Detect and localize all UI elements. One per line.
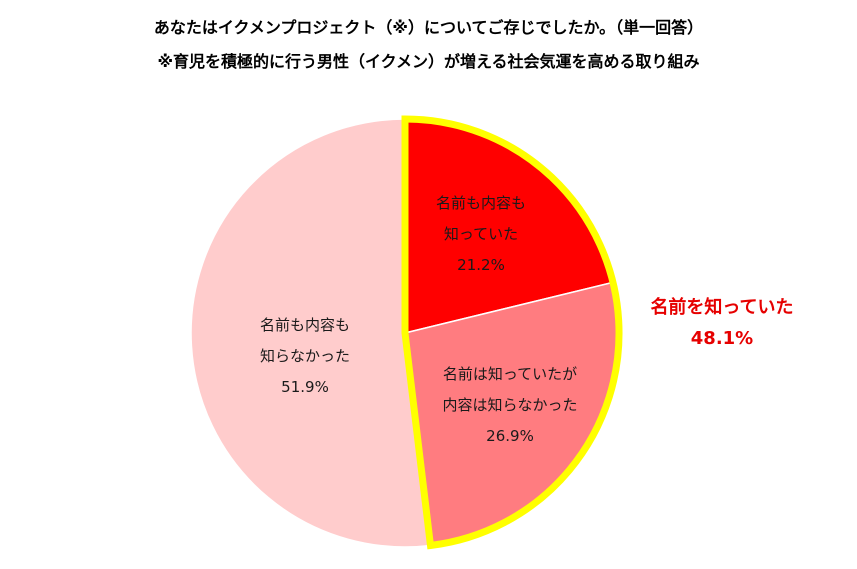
slice-label-1: 名前も内容も知っていた 21.2% [436,194,526,274]
slice-label-3: 名前も内容も知らなかった 51.9% [260,316,350,396]
slice-labels: 名前も内容も知っていた 21.2%名前は知っていたが内容は知らなかった 26.9%名… [260,194,578,445]
chart-title: あなたはイクメンプロジェクト（※）についてご存じでしたか。（単一回答） [153,18,704,37]
callout-value: 48.1% [691,328,753,349]
slice-percent-3: 51.9% [281,378,329,396]
slice-label-line-2-1: 名前は知っていたが [443,365,577,383]
chart-subtitle: ※育児を積極的に行う男性（イクメン）が増える社会気運を高める取り組み [157,52,700,71]
pie-slice-3 [190,118,432,548]
slice-label-line-1-1: 名前も内容も [436,194,526,212]
slice-label-line-1-2: 知っていた [444,225,518,243]
highlight-outline-group [401,115,623,550]
callout-group: 名前を知っていた 48.1% [650,296,793,349]
slice-percent-1: 21.2% [457,256,505,274]
slice-label-2: 名前は知っていたが内容は知らなかった 26.9% [442,365,577,445]
slice-percent-2: 26.9% [486,427,534,445]
callout-label: 名前を知っていた [650,296,793,318]
highlight-outline [401,115,623,550]
slice-label-line-3-1: 名前も内容も [260,316,350,334]
slice-label-line-2-2: 内容は知らなかった [442,396,577,414]
slice-label-line-3-2: 知らなかった [260,347,350,365]
